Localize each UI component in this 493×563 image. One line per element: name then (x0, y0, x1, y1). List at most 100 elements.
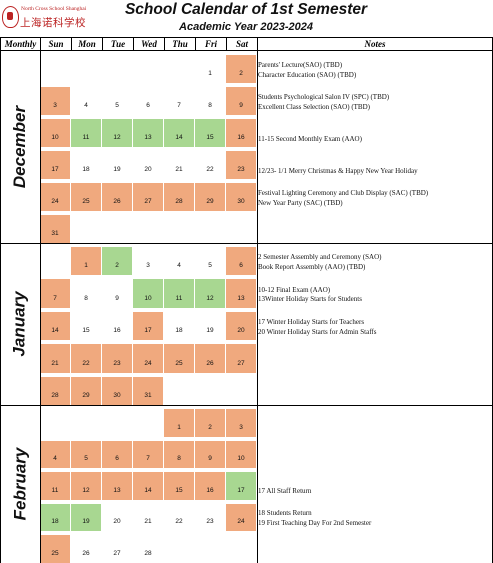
day-number: 19 (206, 327, 214, 335)
day-number: 5 (208, 262, 212, 270)
day-cell: 10 (133, 279, 163, 308)
month-divider (0, 405, 493, 406)
day-number: 4 (53, 455, 57, 463)
week-note: Festival Lighting Ceremony and Club Disp… (258, 189, 429, 197)
day-cell: 11 (71, 119, 101, 147)
day-number: 18 (175, 327, 183, 335)
day-cell: 22 (195, 151, 225, 179)
day-number: 20 (237, 327, 245, 335)
day-cell: 13 (226, 279, 256, 308)
column-header-thu: Thu (164, 37, 196, 51)
day-number: 22 (206, 166, 214, 173)
day-number: 1 (208, 70, 212, 77)
column-header-sun: Sun (40, 37, 72, 51)
month-label-february: February (0, 405, 40, 563)
day-number: 2 (239, 70, 243, 77)
day-cell: 24 (226, 503, 256, 532)
day-number: 9 (208, 455, 212, 463)
column-header-mon: Mon (71, 37, 103, 51)
day-cell: 22 (71, 344, 101, 373)
day-cell: 1 (195, 55, 225, 83)
day-cell: 1 (164, 409, 194, 437)
week-note: 10-12 Final Exam (AAO) (258, 285, 331, 294)
day-cell: 14 (133, 472, 163, 500)
day-cell: 3 (133, 247, 163, 275)
day-cell: 8 (71, 279, 101, 307)
day-cell: 7 (40, 279, 70, 308)
day-cell: 8 (195, 87, 225, 115)
week-note: 2 Semester Assembly and Ceremony (SAO) (258, 253, 382, 262)
month-name: December (10, 105, 29, 189)
day-number: 28 (144, 549, 152, 557)
day-number: 18 (51, 518, 59, 526)
day-number: 19 (82, 518, 90, 526)
day-number: 27 (237, 359, 245, 367)
day-cell: 28 (133, 535, 163, 563)
page-title: School Calendar of 1st Semester (124, 1, 368, 18)
day-number: 25 (175, 359, 183, 367)
day-cell: 21 (164, 151, 194, 179)
week-note: 17 Winter Holiday Starts for Teachers (258, 318, 365, 327)
day-number: 6 (115, 455, 119, 463)
school-name-cn: 上海诺科学校 (20, 17, 86, 29)
day-number: 2 (208, 423, 212, 431)
day-number: 31 (51, 230, 59, 237)
day-number: 9 (115, 294, 119, 302)
day-cell: 11 (164, 279, 194, 308)
day-cell: 4 (164, 247, 194, 275)
day-number: 4 (84, 102, 88, 109)
day-cell: 6 (102, 440, 132, 469)
page-subtitle: Academic Year 2023-2024 (179, 21, 313, 33)
day-number: 26 (206, 359, 214, 367)
grid-line (0, 51, 1, 563)
day-number: 15 (175, 486, 183, 494)
month-divider (0, 243, 493, 244)
day-number: 23 (237, 166, 245, 173)
day-cell: 12 (195, 279, 225, 308)
day-cell: 17 (226, 472, 256, 500)
week-note: 20 Winter Holiday Starts for Admin Staff… (258, 327, 377, 336)
day-number: 25 (82, 198, 90, 205)
day-number: 22 (175, 518, 183, 526)
day-cell: 23 (226, 151, 256, 179)
day-cell: 29 (195, 183, 225, 211)
day-cell: 15 (164, 472, 194, 500)
day-cell: 12 (102, 119, 132, 147)
day-number: 21 (175, 166, 183, 173)
day-number: 7 (177, 102, 181, 109)
day-number: 17 (237, 486, 245, 494)
day-cell: 29 (71, 376, 101, 405)
day-cell: 24 (133, 344, 163, 373)
day-number: 22 (82, 359, 90, 367)
day-number: 16 (113, 327, 121, 335)
day-number: 3 (239, 423, 243, 431)
week-note: Excellent Class Selection (SAO) (TBD) (258, 102, 370, 111)
column-header-notes: Notes (257, 37, 493, 51)
day-cell: 6 (226, 247, 256, 276)
day-number: 21 (144, 518, 152, 526)
day-cell: 23 (195, 504, 225, 532)
day-number: 15 (206, 134, 214, 141)
day-cell: 31 (40, 215, 70, 243)
day-cell: 17 (133, 311, 163, 341)
day-cell: 26 (195, 344, 225, 373)
day-cell: 18 (40, 503, 70, 532)
day-number: 17 (144, 327, 152, 335)
day-number: 24 (237, 518, 245, 526)
day-number: 29 (82, 391, 90, 399)
grid-line (257, 51, 258, 563)
day-cell: 30 (226, 183, 256, 211)
day-cell: 26 (71, 535, 101, 563)
day-cell: 7 (133, 440, 163, 469)
day-number: 9 (239, 102, 243, 109)
day-cell: 25 (164, 344, 194, 373)
day-cell: 2 (195, 409, 225, 437)
day-number: 14 (51, 327, 59, 335)
day-number: 16 (206, 486, 214, 494)
day-number: 27 (113, 549, 121, 557)
day-cell: 15 (195, 119, 225, 147)
day-cell: 10 (40, 119, 70, 147)
day-number: 26 (82, 549, 90, 557)
week-note: 17 All Staff Return (258, 487, 312, 496)
week-note: 18 Students Return (258, 509, 312, 518)
